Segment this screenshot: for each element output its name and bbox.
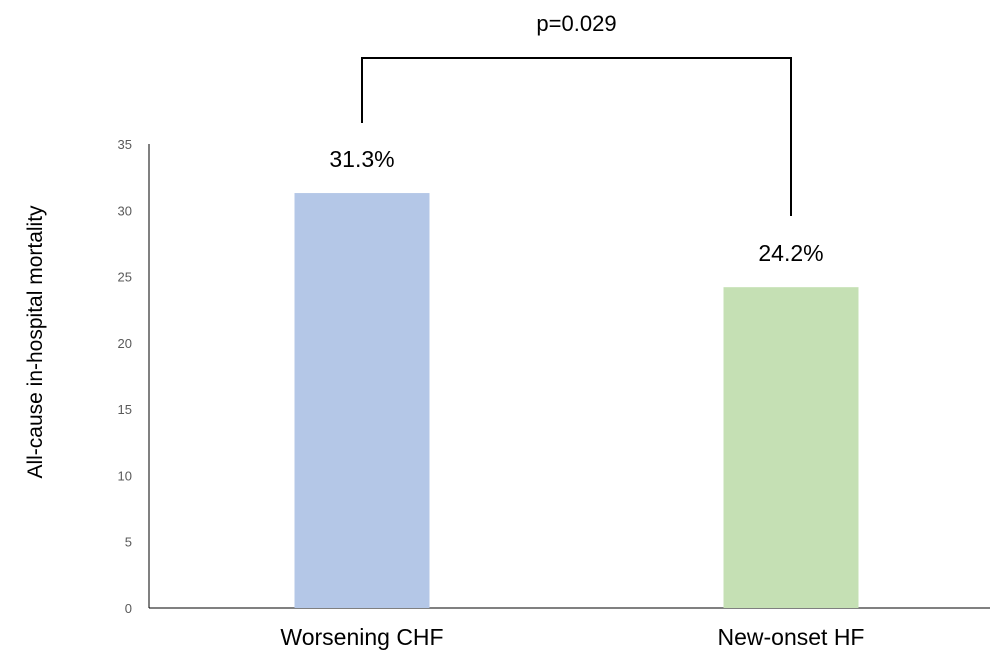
y-tick-label: 15 bbox=[118, 402, 132, 417]
y-tick-label: 20 bbox=[118, 336, 132, 351]
data-label: 24.2% bbox=[758, 240, 823, 266]
significance-bracket-line bbox=[361, 57, 792, 216]
bar bbox=[723, 287, 859, 608]
axes bbox=[148, 144, 990, 609]
data-labels: 31.3% 24.2% bbox=[329, 146, 823, 266]
y-tick-label: 25 bbox=[118, 270, 132, 285]
category-label: New-onset HF bbox=[718, 624, 865, 650]
p-value-annotation: p=0.029 bbox=[536, 11, 616, 36]
significance-bracket: p=0.029 bbox=[361, 11, 792, 216]
bar bbox=[294, 193, 430, 608]
category-label: Worsening CHF bbox=[280, 624, 443, 650]
y-tick-label: 5 bbox=[125, 535, 132, 550]
bars bbox=[294, 193, 859, 608]
y-tick-label: 35 bbox=[118, 137, 132, 152]
y-tick-labels: 0 5 10 15 20 25 30 35 bbox=[118, 137, 132, 616]
category-labels: Worsening CHF New-onset HF bbox=[280, 624, 864, 650]
y-tick-label: 0 bbox=[125, 601, 132, 616]
data-label: 31.3% bbox=[329, 146, 394, 172]
y-tick-label: 10 bbox=[118, 468, 132, 483]
y-axis-label: All-cause in-hospital mortality bbox=[24, 205, 47, 479]
y-tick-label: 30 bbox=[118, 203, 132, 218]
